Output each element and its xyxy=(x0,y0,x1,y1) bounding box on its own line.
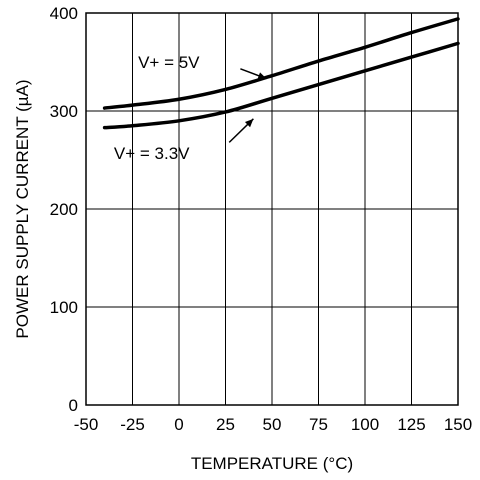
x-tick-label: -25 xyxy=(120,415,145,434)
x-tick-label: 0 xyxy=(174,415,183,434)
annotation-arrowhead-0 xyxy=(257,72,267,80)
series-line-1 xyxy=(102,41,460,130)
y-tick-label: 100 xyxy=(50,298,78,317)
x-tick-label: 125 xyxy=(397,415,425,434)
grid xyxy=(86,13,458,405)
y-axis-label: POWER SUPPLY CURRENT (µA) xyxy=(13,79,32,338)
y-tick-label: 300 xyxy=(50,102,78,121)
x-tick-label: 50 xyxy=(263,415,282,434)
x-tick-label: 25 xyxy=(216,415,235,434)
series-layer xyxy=(102,17,460,130)
x-tick-label: 150 xyxy=(444,415,472,434)
annotation-arrowhead-1 xyxy=(244,118,254,128)
y-tick-label: 200 xyxy=(50,200,78,219)
x-axis-label: TEMPERATURE (°C) xyxy=(191,454,353,473)
x-tick-labels: -50 -25 0 25 50 75 100 125 150 xyxy=(74,415,472,434)
annotations: V+ = 5V V+ = 3.3V xyxy=(114,53,267,163)
series-line-0 xyxy=(102,17,460,110)
x-tick-label: 100 xyxy=(351,415,379,434)
annotation-label-0: V+ = 5V xyxy=(138,53,200,72)
y-tick-labels: 0 100 200 300 400 xyxy=(50,4,78,415)
x-tick-label: 75 xyxy=(309,415,328,434)
plot-frame xyxy=(85,12,459,406)
annotation-label-1: V+ = 3.3V xyxy=(114,144,190,163)
y-tick-label: 400 xyxy=(50,4,78,23)
x-tick-label: -50 xyxy=(74,415,99,434)
y-tick-label: 0 xyxy=(69,396,78,415)
